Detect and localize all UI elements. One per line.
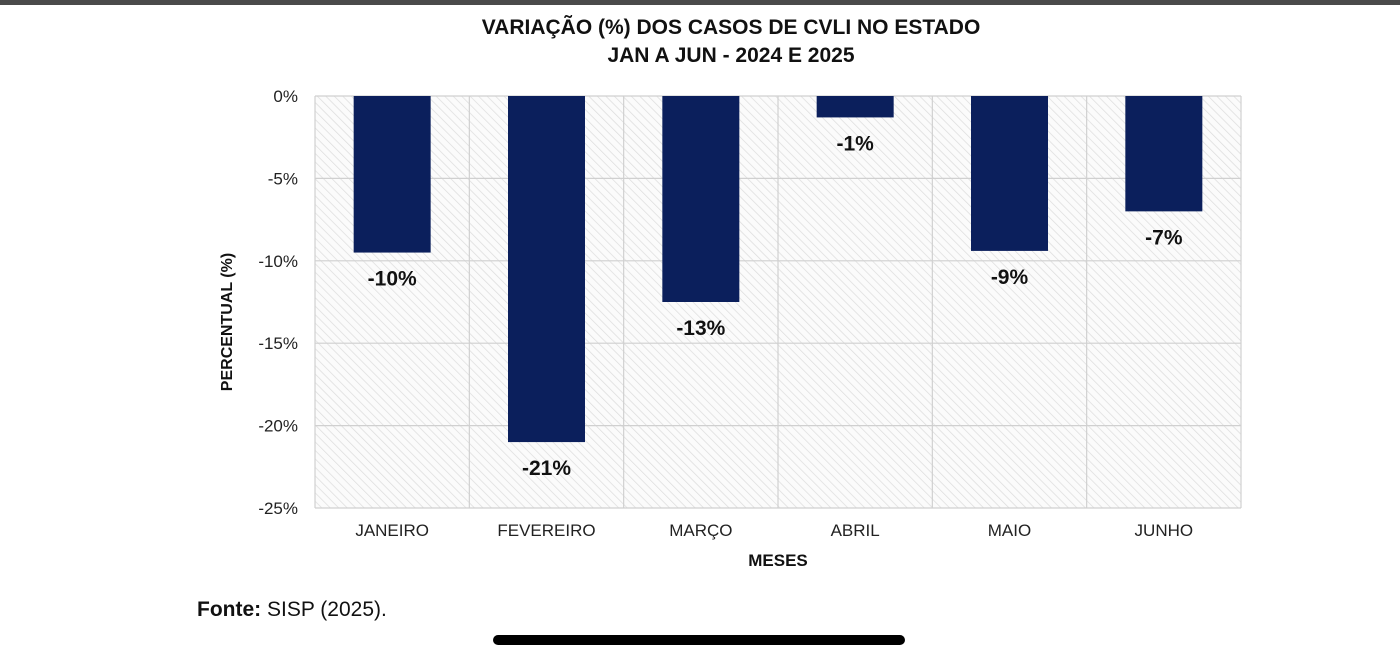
source-text: SISP (2025). bbox=[261, 598, 387, 621]
chart-title-line-2: JAN A JUN - 2024 E 2025 bbox=[607, 44, 855, 67]
bar bbox=[1125, 96, 1203, 212]
y-tick-label: -25% bbox=[258, 499, 298, 518]
y-tick-label: 0% bbox=[273, 87, 298, 106]
bar bbox=[508, 96, 585, 443]
y-tick-label: -10% bbox=[258, 252, 298, 271]
x-axis-ticks: JANEIRO FEVEREIRO MARÇO ABRIL MAIO JUNHO bbox=[355, 521, 1193, 540]
x-tick-label: JANEIRO bbox=[355, 521, 429, 540]
bars bbox=[353, 96, 1203, 443]
chart-title: VARIAÇÃO (%) DOS CASOS DE CVLI NO ESTADO… bbox=[0, 14, 1400, 70]
data-label: -9% bbox=[991, 266, 1029, 289]
data-label: -7% bbox=[1145, 226, 1183, 249]
x-tick-label: JUNHO bbox=[1135, 521, 1194, 540]
bar bbox=[816, 96, 894, 118]
chart-title-line-1: VARIAÇÃO (%) DOS CASOS DE CVLI NO ESTADO bbox=[481, 16, 981, 39]
y-tick-label: -5% bbox=[268, 169, 298, 188]
y-axis-title: PERCENTUAL (%) bbox=[219, 253, 236, 391]
source-label: Fonte: bbox=[197, 598, 262, 621]
x-tick-label: ABRIL bbox=[831, 521, 880, 540]
source-note: Fonte: SISP (2025). bbox=[197, 598, 387, 622]
x-axis-title: MESES bbox=[748, 551, 808, 570]
data-label: -13% bbox=[676, 317, 725, 340]
data-label: -10% bbox=[368, 268, 417, 291]
x-tick-label: FEVEREIRO bbox=[497, 521, 595, 540]
data-label: -1% bbox=[836, 132, 874, 155]
y-tick-label: -20% bbox=[258, 417, 298, 436]
y-axis-ticks: 0% -5% -10% -15% -20% -25% bbox=[258, 87, 298, 518]
gridlines bbox=[314, 95, 1242, 509]
bar bbox=[353, 96, 431, 253]
y-tick-label: -15% bbox=[258, 334, 298, 353]
x-tick-label: MAIO bbox=[988, 521, 1031, 540]
data-label: -21% bbox=[522, 457, 571, 480]
x-tick-label: MARÇO bbox=[669, 521, 732, 540]
home-indicator[interactable] bbox=[493, 635, 905, 645]
data-labels: -10% -21% -13% -1% -9% -7% bbox=[368, 132, 1183, 480]
window-top-strip bbox=[0, 0, 1400, 5]
bar bbox=[662, 96, 740, 302]
bar bbox=[971, 96, 1048, 251]
